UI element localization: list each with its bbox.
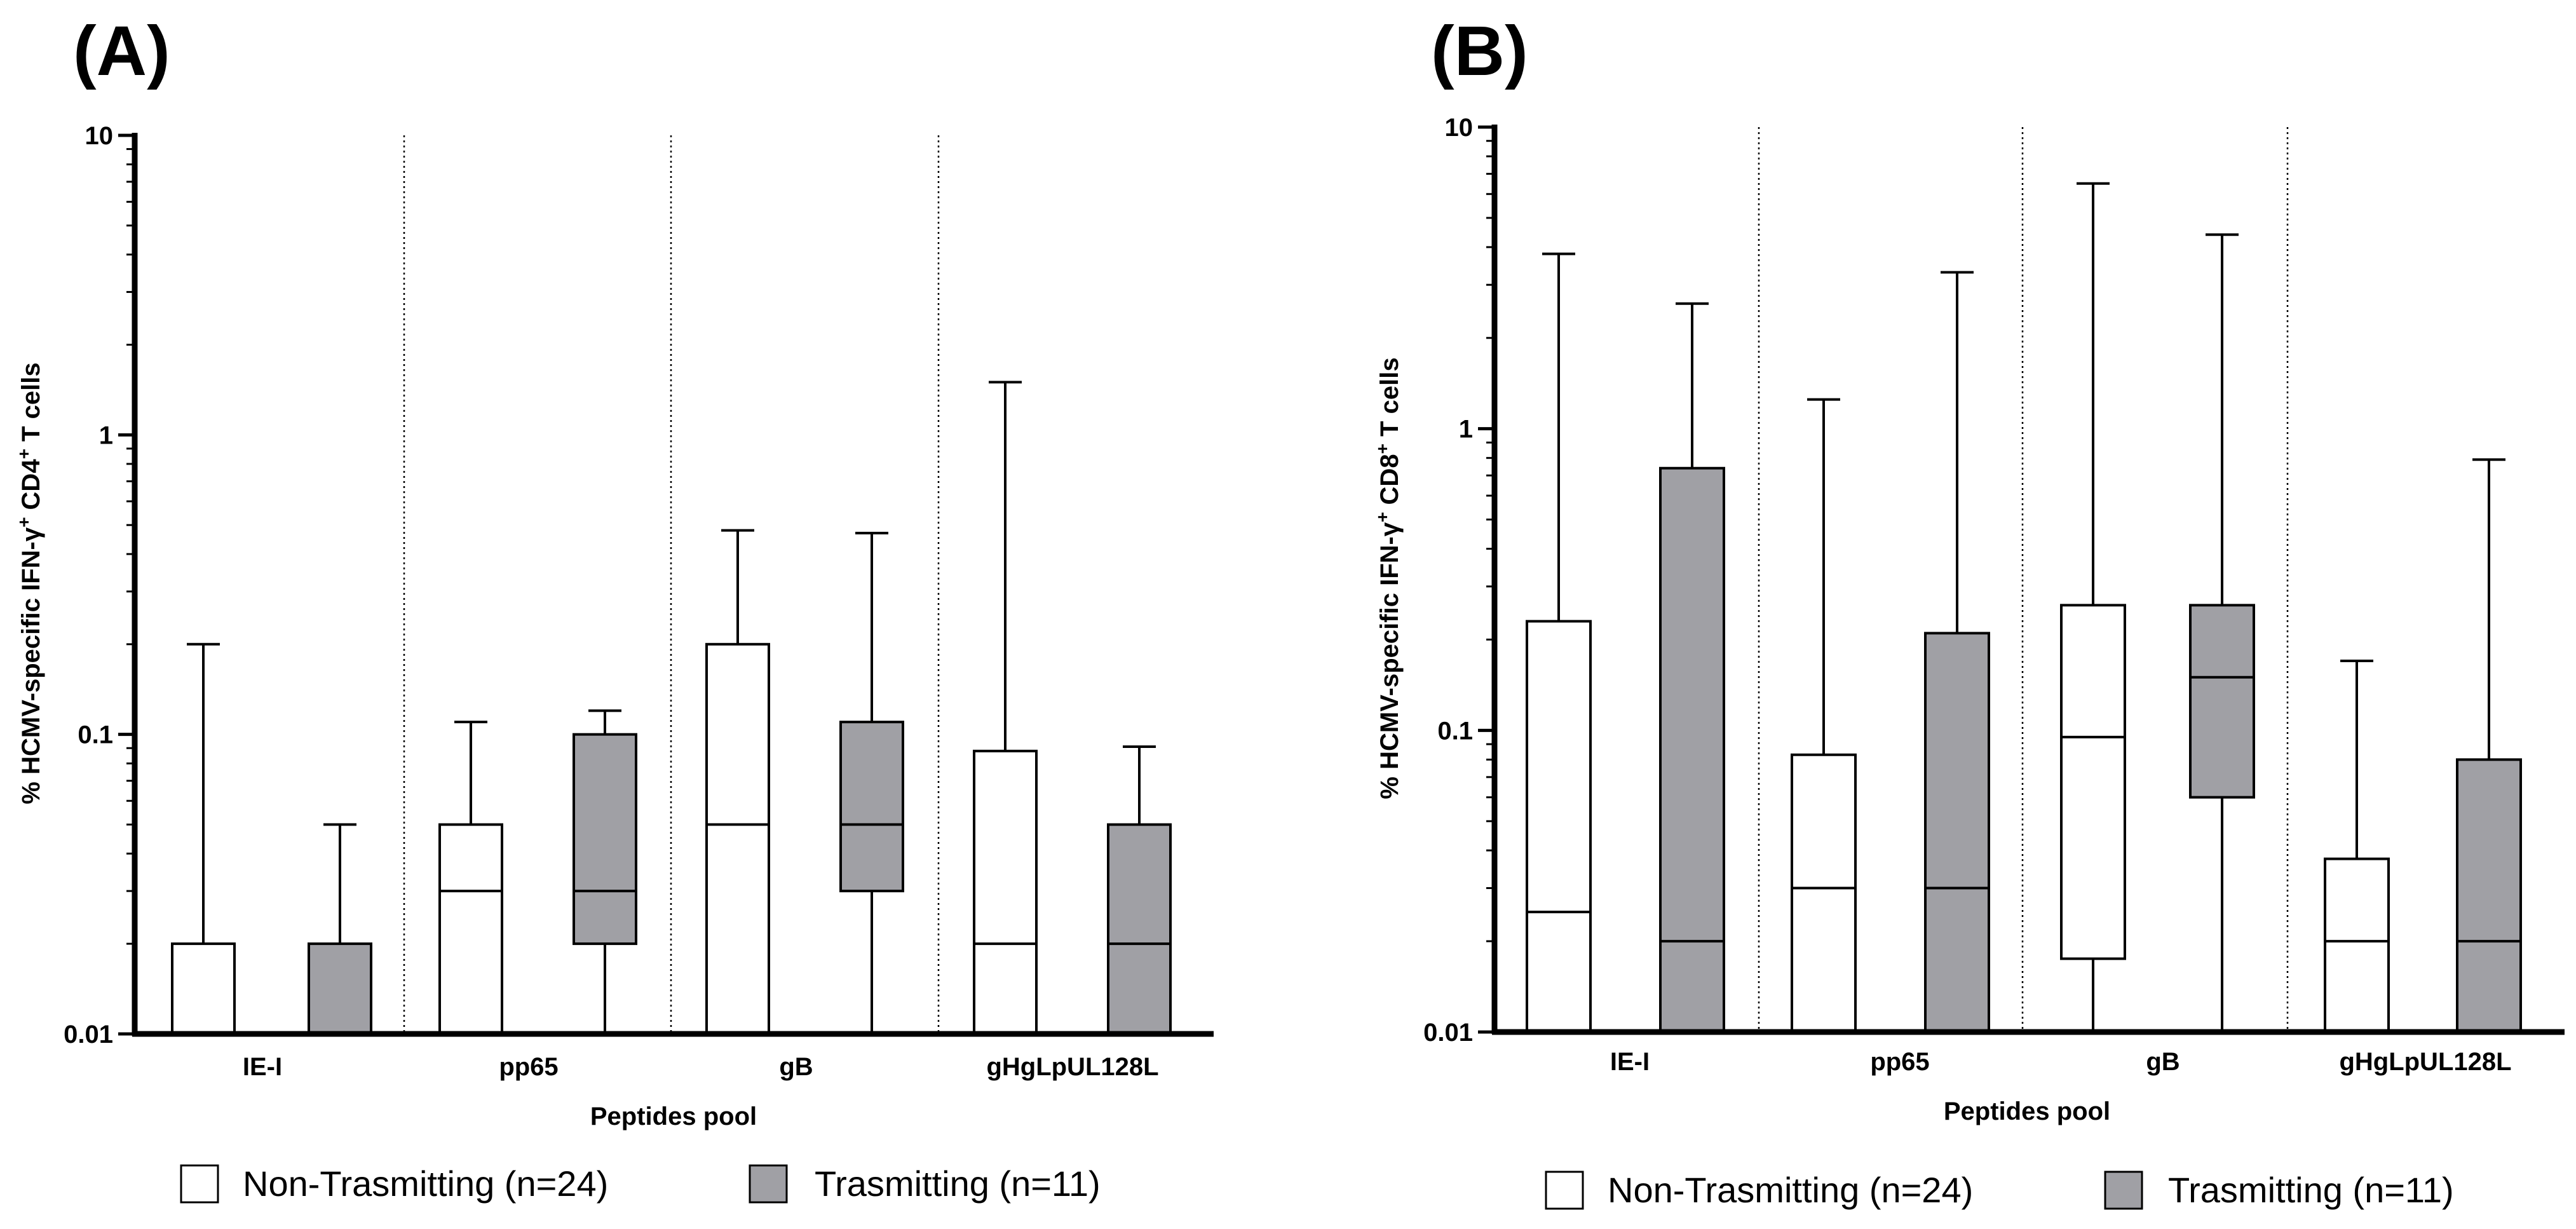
panel-b-category-ie-i: IE-I — [1610, 1048, 1650, 1076]
panel-a-category-ie-i: IE-I — [243, 1053, 282, 1081]
panel-a-y-title-sup1: + — [14, 517, 34, 527]
panel-b-pp65-non-trasmitting-box — [1791, 753, 1857, 1033]
panel-b-legend: Non-Trasmitting (n=24) Trasmitting (n=11… — [1545, 1170, 2454, 1210]
panel-a-label: (A) — [73, 12, 170, 90]
panel-b-legend-label-trasmitting: Trasmitting (n=11) — [2168, 1170, 2454, 1210]
panel-b-ie-i-trasmitting-box — [1659, 466, 1725, 1033]
panel-b-ytick-0.01: 0.01 — [1423, 1019, 1473, 1047]
panel-a-y-title-part2: CD4 — [17, 459, 45, 517]
panel-b-category-ghglpul128l: gHgLpUL128L — [2339, 1048, 2511, 1076]
panel-a-gb-trasmitting-box — [839, 721, 904, 893]
panel-b-ghglpul128l-trasmitting-box — [2456, 758, 2522, 1033]
panel-a-legend-label-non-trasmitting: Non-Trasmitting (n=24) — [243, 1164, 608, 1204]
panel-b: (B) 0.01 0.1 1 10 IE-I pp65 gB gHgLpUL12… — [1373, 12, 2512, 1210]
panel-a-ghglpul128l-non-trasmitting-box — [973, 749, 1038, 1036]
panel-b-category-pp65: pp65 — [1870, 1048, 1929, 1076]
panel-b-legend-swatch-non-trasmitting — [1545, 1171, 1584, 1210]
panel-a-legend: Non-Trasmitting (n=24) Trasmitting (n=11… — [180, 1164, 1101, 1204]
panel-b-gb-trasmitting-box — [2189, 604, 2255, 799]
panel-b-ie-i-non-trasmitting-box — [1526, 620, 1592, 1033]
panel-a-legend-swatch-non-trasmitting — [180, 1164, 219, 1204]
panel-a-ytick-0.01: 0.01 — [64, 1021, 113, 1049]
panel-b-ytick-10: 10 — [1445, 114, 1474, 142]
panel-a-y-title-sup2: + — [14, 449, 34, 459]
panel-b-y-title-sup2: + — [1373, 444, 1392, 454]
panel-b-x-axis-title: Peptides pool — [1944, 1097, 2110, 1125]
panel-b-y-ticks: 0.01 0.1 1 10 — [1423, 114, 1473, 1047]
panel-a-y-axis-title: % HCMV-specific IFN-γ+ CD4+ T cells — [14, 362, 46, 804]
panel-a-ie-i-non-trasmitting-box — [171, 942, 236, 1035]
panel-a-ytick-1: 1 — [99, 421, 113, 449]
panel-a-ghglpul128l-trasmitting-box — [1107, 823, 1172, 1035]
panel-b-ghglpul128l-non-trasmitting-box — [2324, 857, 2390, 1033]
panel-b-y-title-part3: T cells — [1376, 357, 1404, 444]
panel-a-pp65-non-trasmitting-box — [438, 823, 503, 1035]
panel-a-category-ghglpul128l: gHgLpUL128L — [986, 1053, 1158, 1081]
panel-b-category-gb: gB — [2146, 1048, 2179, 1076]
panel-a-x-categories: IE-I pp65 gB gHgLpUL128L — [243, 1053, 1159, 1081]
panel-b-legend-swatch-trasmitting — [2104, 1171, 2143, 1210]
panel-a-y-title-part1: % HCMV-specific IFN-γ — [17, 527, 45, 804]
panel-b-pp65-trasmitting-box — [1924, 632, 1990, 1033]
panel-a-ytick-0.1: 0.1 — [78, 721, 113, 749]
panel-a-pp65-trasmitting-box — [573, 733, 637, 946]
panel-a-legend-label-trasmitting: Trasmitting (n=11) — [815, 1164, 1101, 1204]
panel-a-category-pp65: pp65 — [499, 1053, 558, 1081]
panel-b-label: (B) — [1431, 12, 1528, 90]
panel-a-plot-area — [118, 133, 1214, 1037]
panel-a-ytick-10: 10 — [85, 122, 114, 150]
panel-b-y-title-sup1: + — [1373, 512, 1392, 522]
panel-b-y-axis-title: % HCMV-specific IFN-γ+ CD8+ T cells — [1373, 357, 1404, 799]
panel-b-ytick-1: 1 — [1459, 416, 1473, 444]
panel-a-y-title-part3: T cells — [17, 362, 45, 449]
panel-a-gb-non-trasmitting-box — [705, 642, 770, 1035]
panel-a: (A) 0.01 0.1 1 10 IE-I pp65 gB gHgLpUL12… — [14, 12, 1159, 1204]
panel-a-y-ticks: 0.01 0.1 1 10 — [64, 122, 113, 1049]
panel-a-ie-i-trasmitting-box — [308, 942, 372, 1035]
panel-b-x-categories: IE-I pp65 gB gHgLpUL128L — [1610, 1048, 2512, 1076]
panel-b-y-title-part1: % HCMV-specific IFN-γ — [1376, 522, 1404, 799]
panel-a-x-axis-title: Peptides pool — [590, 1103, 757, 1131]
panel-b-y-title-part2: CD8 — [1376, 454, 1404, 512]
panel-b-gb-non-trasmitting-box — [2060, 604, 2126, 960]
panel-b-plot-area — [1478, 125, 2565, 1035]
panel-a-category-gb: gB — [779, 1053, 813, 1081]
panel-b-ytick-0.1: 0.1 — [1437, 717, 1473, 745]
panel-b-legend-label-non-trasmitting: Non-Trasmitting (n=24) — [1608, 1170, 1973, 1210]
panel-a-legend-swatch-trasmitting — [749, 1164, 788, 1204]
